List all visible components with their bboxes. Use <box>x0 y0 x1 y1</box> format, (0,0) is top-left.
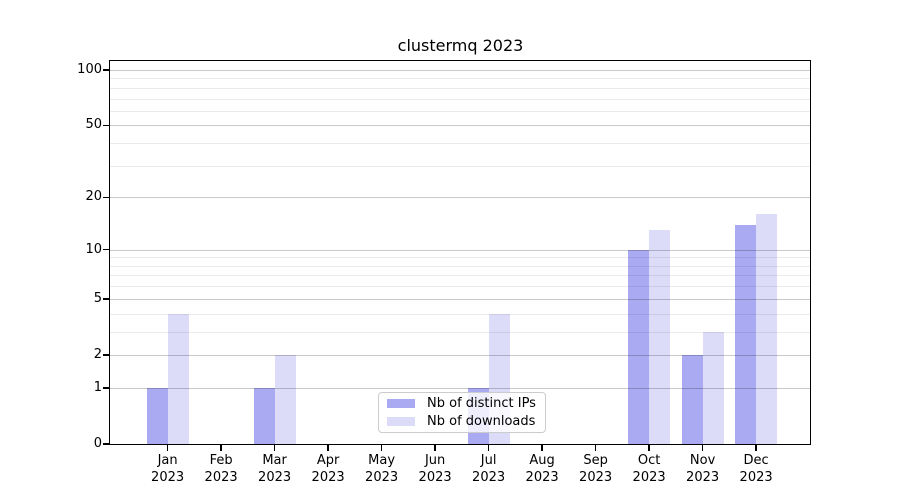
legend-label-distinct-ips: Nb of distinct IPs <box>427 395 536 411</box>
y-tick-label-100: 100 <box>77 62 102 77</box>
y-tick-5 <box>103 298 109 300</box>
y-tick-1 <box>103 387 109 389</box>
minor-gridline-8 <box>110 265 811 267</box>
y-tick-label-0: 0 <box>93 436 102 451</box>
legend: Nb of distinct IPs Nb of downloads <box>378 392 546 433</box>
x-tick-jun <box>434 445 436 451</box>
x-tick-label-sep: Sep 2023 <box>579 453 613 485</box>
x-tick-jul <box>487 445 490 451</box>
x-tick-aug <box>541 445 543 451</box>
y-tick-label-5: 5 <box>93 290 102 306</box>
minor-gridline-7 <box>110 275 811 277</box>
y-tick-20 <box>103 196 109 199</box>
x-tick-label-apr: Apr 2023 <box>311 453 345 485</box>
x-tick-label-mar: Mar 2023 <box>258 453 292 485</box>
bar-downloads-oct <box>649 230 671 444</box>
major-gridline-100 <box>110 70 811 71</box>
bar-distinct-ips-jan <box>146 387 168 444</box>
x-tick-label-may: May 2023 <box>365 453 399 485</box>
minor-gridline-30 <box>110 165 811 167</box>
minor-gridline-90 <box>110 78 811 80</box>
x-tick-jan <box>166 445 169 451</box>
minor-gridline-9 <box>110 257 811 259</box>
minor-gridline-40 <box>110 143 811 145</box>
y-tick-10 <box>103 248 109 251</box>
y-tick-label-50: 50 <box>85 117 102 133</box>
legend-row-downloads: Nb of downloads <box>379 413 545 429</box>
major-gridline-1 <box>110 387 811 389</box>
minor-gridline-70 <box>110 98 811 100</box>
x-tick-feb <box>220 445 222 451</box>
x-tick-sep <box>594 445 597 451</box>
minor-gridline-80 <box>110 87 811 89</box>
y-tick-2 <box>103 354 109 356</box>
x-tick-label-nov: Nov 2023 <box>686 453 720 485</box>
x-tick-oct <box>648 445 650 451</box>
y-tick-label-1: 1 <box>93 379 102 395</box>
legend-row-distinct-ips: Nb of distinct IPs <box>379 395 545 411</box>
minor-gridline-3 <box>110 331 811 333</box>
x-tick-label-dec: Dec 2023 <box>739 453 773 485</box>
bar-distinct-ips-mar <box>253 387 275 444</box>
x-tick-label-jul: Jul 2023 <box>472 453 506 485</box>
y-tick-label-2: 2 <box>93 346 102 362</box>
minor-gridline-60 <box>110 110 811 112</box>
legend-swatch-distinct-ips <box>387 399 415 408</box>
chart-title: clustermq 2023 <box>397 36 524 55</box>
major-gridline-5 <box>110 298 811 300</box>
x-tick-dec <box>755 445 757 451</box>
major-gridline-2 <box>110 354 811 356</box>
x-tick-apr <box>327 445 329 451</box>
bar-distinct-ips-nov <box>681 354 703 444</box>
x-tick-label-aug: Aug 2023 <box>525 453 559 485</box>
x-tick-mar <box>273 445 276 451</box>
x-tick-nov <box>701 445 704 451</box>
y-tick-50 <box>103 124 109 127</box>
bar-distinct-ips-dec <box>735 224 757 444</box>
x-tick-label-oct: Oct 2023 <box>632 453 666 485</box>
y-tick-0 <box>103 443 109 445</box>
legend-swatch-downloads <box>387 417 415 426</box>
x-tick-may <box>380 445 383 451</box>
bar-downloads-jan <box>167 313 189 444</box>
x-tick-label-feb: Feb 2023 <box>204 453 238 485</box>
minor-gridline-4 <box>110 313 811 315</box>
bar-downloads-nov <box>702 331 724 444</box>
legend-label-downloads: Nb of downloads <box>427 413 536 429</box>
major-gridline-20 <box>110 197 811 199</box>
x-tick-label-jan: Jan 2023 <box>151 453 185 485</box>
major-gridline-50 <box>110 125 811 127</box>
major-gridline-10 <box>110 249 811 251</box>
bar-downloads-mar <box>274 354 296 444</box>
minor-gridline-6 <box>110 286 811 288</box>
bar-downloads-dec <box>756 214 778 444</box>
x-tick-label-jun: Jun 2023 <box>418 453 452 485</box>
y-tick-label-20: 20 <box>85 189 102 205</box>
bar-distinct-ips-oct <box>628 249 650 444</box>
y-tick-100 <box>103 69 109 71</box>
y-tick-label-10: 10 <box>85 241 102 257</box>
